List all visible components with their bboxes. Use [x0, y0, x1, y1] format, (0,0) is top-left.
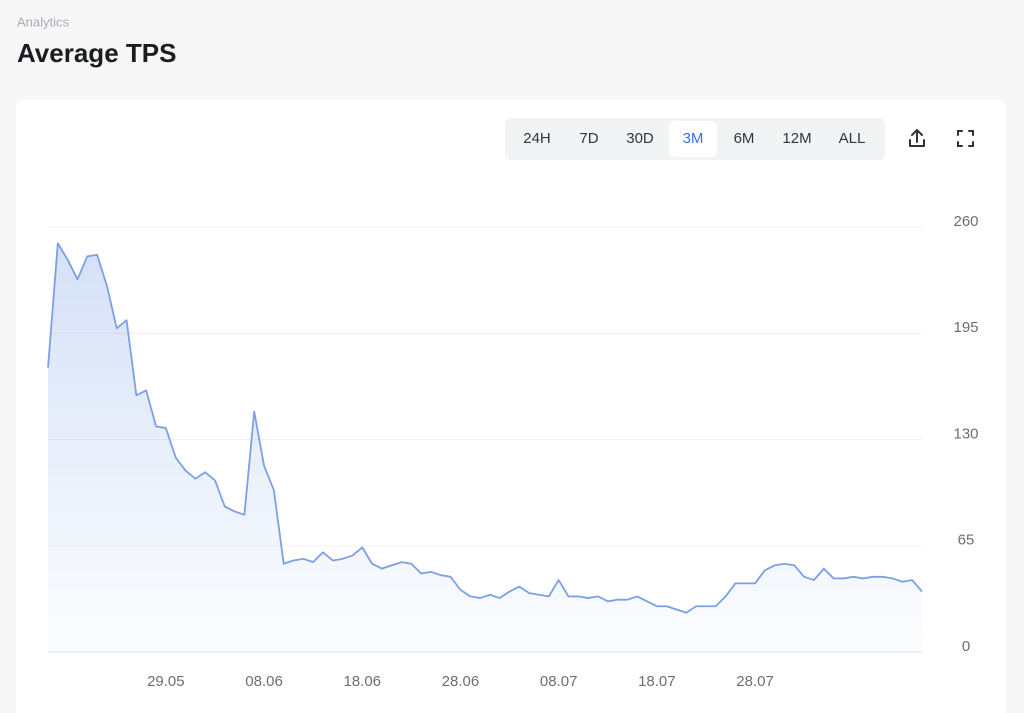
range-button-label: ALL — [839, 130, 866, 147]
line — [47, 242, 923, 614]
fullscreen-icon[interactable] — [957, 130, 974, 147]
y-tick-label: 0 — [962, 638, 970, 655]
selected-highlight — [669, 121, 717, 157]
range-button-label: 6M — [734, 130, 755, 147]
x-tick-label: 28.06 — [442, 673, 480, 690]
area-fill — [48, 243, 922, 652]
x-tick-label: 08.06 — [245, 673, 283, 690]
range-button[interactable]: 30D — [626, 130, 654, 147]
range-button[interactable]: 12M — [782, 130, 811, 147]
range-button[interactable]: 6M — [734, 130, 755, 147]
range-button-label: 30D — [626, 130, 654, 147]
range-button[interactable]: 7D — [579, 130, 598, 147]
y-tick-label: 65 — [958, 532, 975, 549]
y-tick-label: 195 — [953, 319, 978, 336]
section-label: Analytics — [17, 14, 70, 29]
y-tick-label: 130 — [953, 425, 978, 442]
y-tick-label: 260 — [953, 213, 978, 230]
page-title: Average TPS — [17, 38, 176, 68]
x-tick-label: 28.07 — [736, 673, 774, 690]
x-tick-label: 08.07 — [540, 673, 578, 690]
range-button-label: 3M — [683, 130, 704, 147]
x-tick-label: 29.05 — [147, 673, 185, 690]
share-icon[interactable] — [909, 129, 925, 147]
range-button-label: 12M — [782, 130, 811, 147]
fullscreen-corners — [957, 130, 974, 147]
range-button-label: 7D — [579, 130, 598, 147]
plot: 0 65 130 195 260 29.05 08.06 18.06 28.06 08.07 18.… — [47, 213, 979, 690]
x-tick-label: 18.07 — [638, 673, 676, 690]
range-button-label: 24H — [523, 130, 551, 147]
x-tick-label: 18.06 — [343, 673, 381, 690]
range-button[interactable]: ALL — [839, 130, 866, 147]
share-arrow — [911, 129, 923, 143]
range-button[interactable]: 24H — [523, 130, 551, 147]
range-buttons: 24H 7D 30D 3M 6M 12M ALL — [523, 121, 865, 157]
range-button[interactable]: 3M — [669, 121, 717, 157]
share-tray — [909, 139, 925, 147]
